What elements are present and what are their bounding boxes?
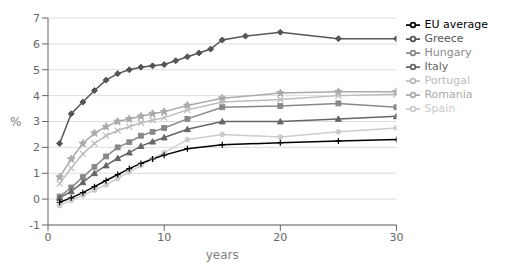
svg-text:%: % (10, 115, 21, 129)
svg-text:7: 7 (33, 12, 40, 25)
html-text:Italy: Italy (424, 60, 449, 73)
html-text:Portugal: Portugal (424, 74, 470, 87)
svg-text:4: 4 (33, 90, 40, 103)
html-text:Greece: Greece (424, 32, 464, 45)
html-text:EU average: EU average (424, 18, 488, 31)
html-text:Spain: Spain (424, 102, 456, 115)
svg-text:20: 20 (273, 231, 287, 244)
svg-text:2: 2 (33, 141, 40, 154)
svg-text:1: 1 (33, 167, 40, 180)
svg-text:0: 0 (33, 193, 40, 206)
html-text:Hungary: Hungary (424, 46, 472, 59)
svg-text:-1: -1 (29, 219, 40, 232)
svg-text:6: 6 (33, 38, 40, 51)
svg-text:0: 0 (45, 231, 52, 244)
svg-text:5: 5 (33, 64, 40, 77)
svg-text:3: 3 (33, 115, 40, 128)
svg-text:years: years (206, 248, 239, 262)
svg-text:30: 30 (389, 231, 403, 244)
html-text:Romania: Romania (424, 88, 473, 101)
svg-text:10: 10 (157, 231, 171, 244)
